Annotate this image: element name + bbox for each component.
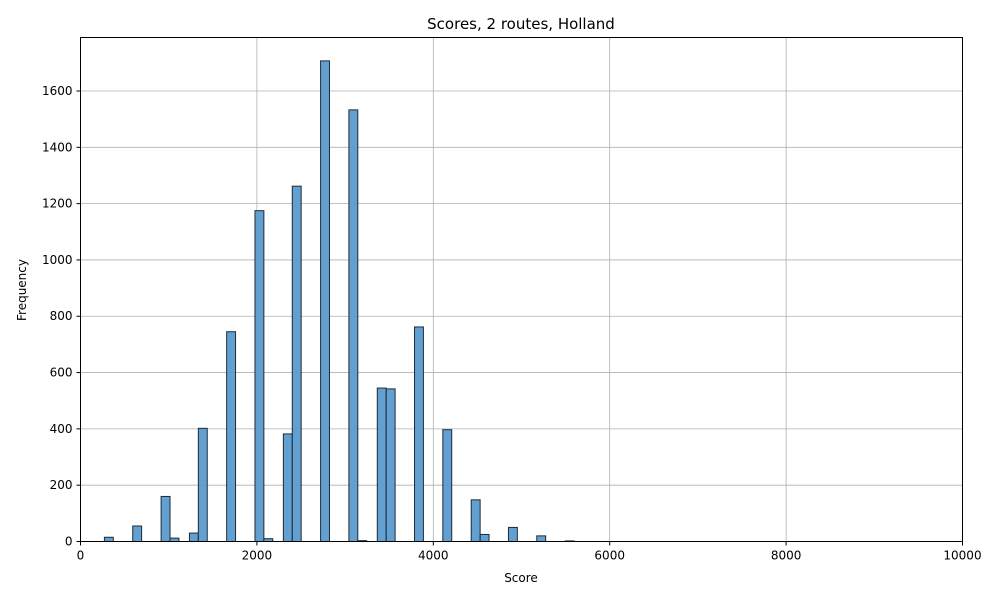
x-axis-ticks: 0 2000 4000 6000 8000 10000 [77,541,982,563]
histogram-bar [226,331,237,543]
histogram-bar [376,387,387,542]
histogram-bar [414,326,424,543]
histogram-bar [470,499,481,542]
x-tick-label: 2000 [242,549,273,563]
histogram-bar [536,535,547,542]
histogram-bar [320,60,330,542]
y-tick-label: 1600 [42,84,73,98]
y-tick-label: 600 [50,366,73,380]
x-axis-title: Score [504,571,538,585]
y-axis-title: Frequency [15,259,29,321]
histogram-bars [103,60,575,543]
histogram-bar [160,495,171,542]
histogram-bar [507,526,518,543]
y-tick-label: 1000 [42,253,73,267]
y-tick-label: 400 [50,422,73,436]
histogram-bar [103,536,114,543]
histogram-bar [254,210,265,542]
histogram-bar [197,427,208,543]
y-tick-label: 1200 [42,197,73,211]
x-tick-label: 8000 [771,549,802,563]
y-axis-ticks: 0 200 400 600 800 1000 1200 1400 1600 [42,84,81,549]
y-tick-label: 1400 [42,140,73,154]
histogram-bar [188,532,199,543]
histogram-bar [282,433,293,542]
histogram-bar [169,537,180,542]
histogram-bar [291,185,302,542]
histogram-bar [442,429,453,542]
y-tick-label: 800 [50,309,73,323]
chart-title: Scores, 2 routes, Holland [427,15,615,33]
histogram-bar [385,388,396,542]
y-tick-label: 200 [50,478,73,492]
plot-frame [80,37,963,542]
x-tick-label: 0 [77,549,85,563]
histogram-bar [348,109,359,543]
x-tick-label: 10000 [943,549,981,563]
histogram-bar [132,525,143,543]
histogram-bar [479,533,490,542]
x-tick-label: 6000 [594,549,625,563]
y-tick-label: 0 [65,535,73,549]
x-tick-label: 4000 [418,549,449,563]
